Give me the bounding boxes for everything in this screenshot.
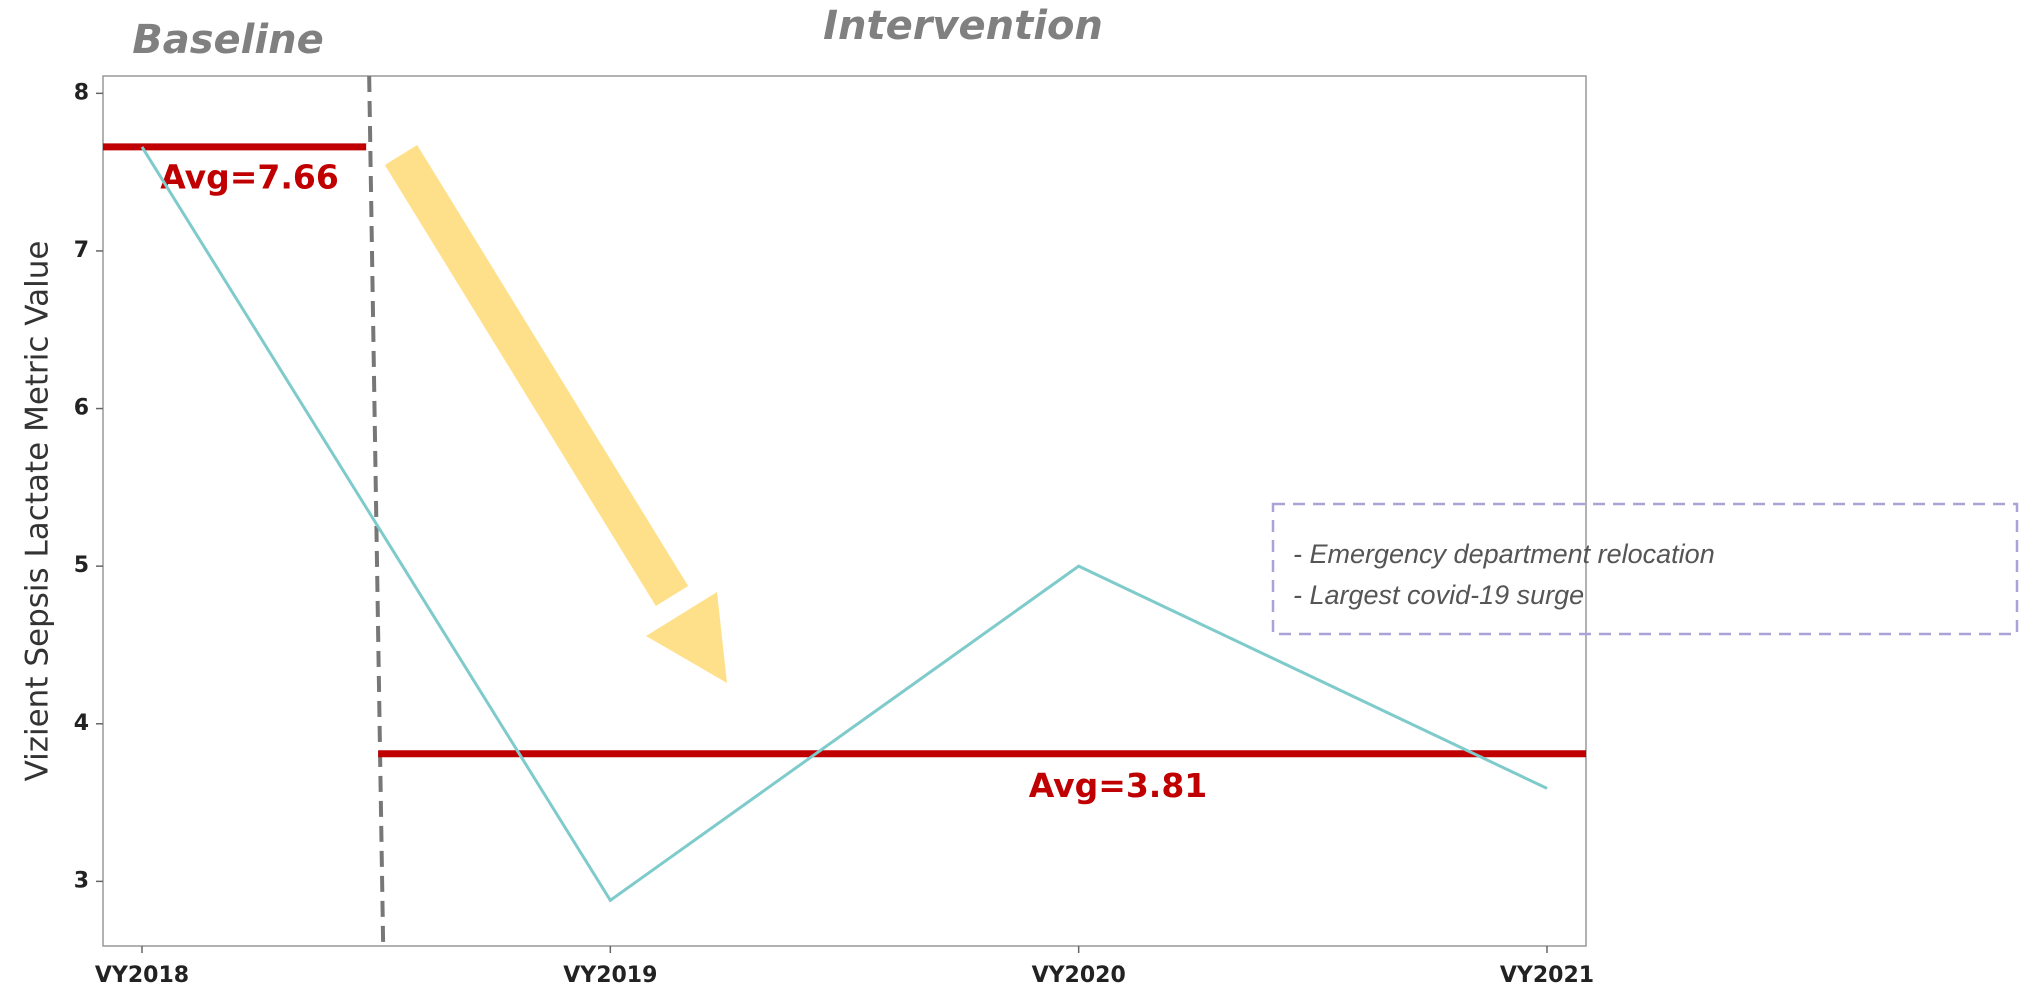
x-tick-label: VY2019	[563, 963, 657, 988]
y-tick-label: 8	[74, 80, 89, 105]
phase-label: Baseline	[132, 17, 323, 63]
note: - Emergency department relocation	[1293, 539, 1715, 569]
y-tick-label: 4	[74, 711, 89, 736]
x-tick-label: VY2021	[1500, 963, 1594, 988]
y-tick-label: 7	[74, 238, 89, 263]
x-tick-label: VY2020	[1032, 963, 1126, 988]
phase-label: Intervention	[823, 3, 1103, 49]
y-tick-label: 5	[74, 553, 89, 578]
y-tick-label: 3	[74, 868, 89, 893]
note: - Largest covid-19 surge	[1293, 580, 1584, 610]
y-tick-label: 6	[74, 396, 89, 421]
trend-arrow-head	[646, 592, 727, 683]
notes-box	[1271, 502, 2019, 636]
y-axis-label: Vizient Sepsis Lactate Metric Value	[20, 241, 56, 782]
phase-divider	[367, 75, 386, 947]
plot-frame	[102, 75, 1587, 947]
average-label: Avg=7.66	[160, 157, 339, 196]
data-line	[140, 146, 1548, 903]
average-label: Avg=3.81	[1029, 766, 1208, 805]
x-tick-label: VY2018	[95, 963, 189, 988]
trend-arrow-shaft	[384, 145, 689, 606]
